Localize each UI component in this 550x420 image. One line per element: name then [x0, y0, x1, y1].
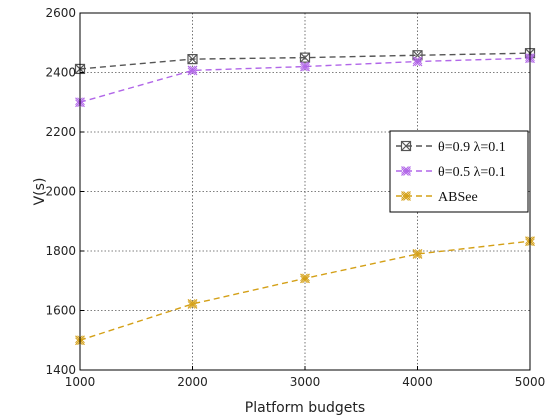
- legend-marker: [401, 166, 411, 176]
- series-2-point: [300, 61, 310, 72]
- y-tick-label: 1600: [45, 304, 76, 318]
- legend: θ=0.9 λ=0.1 θ=0.5 λ=0.1 ABSee: [389, 130, 529, 213]
- series-3-point: [187, 299, 198, 309]
- series-2-point: [412, 56, 423, 67]
- series-3-point: [412, 249, 423, 259]
- y-tick-label: 1400: [45, 363, 76, 377]
- y-tick-label: 1800: [45, 244, 76, 258]
- series-layer: [74, 48, 536, 346]
- series-3-point: [525, 236, 535, 247]
- y-tick-label: 2400: [45, 66, 76, 80]
- x-tick-label: 5000: [515, 375, 546, 389]
- y-axis-title: V(s): [32, 178, 48, 206]
- grid: [80, 13, 530, 370]
- legend-label: ABSee: [438, 190, 478, 205]
- legend-label: θ=0.9 λ=0.1: [438, 140, 506, 155]
- series-1-point: [299, 52, 311, 63]
- y-tick-label: 2600: [45, 6, 76, 20]
- legend-label: θ=0.5 λ=0.1: [438, 165, 506, 180]
- x-tick-label: 4000: [402, 375, 433, 389]
- x-tick-label: 3000: [290, 375, 321, 389]
- legend-box: [389, 130, 529, 213]
- legend-marker: [400, 140, 412, 152]
- x-tick-label: 1000: [65, 375, 96, 389]
- x-axis-title: Platform budgets: [245, 400, 365, 416]
- y-tick-label: 2200: [45, 125, 76, 139]
- y-tick-label: 2000: [45, 185, 76, 199]
- legend-marker: [401, 191, 411, 201]
- tick-layer: 1000 2000 3000 4000 5000 1400 1600 1800 2000 2200…: [45, 6, 545, 389]
- x-tick-label: 2000: [177, 375, 208, 389]
- series-1-point: [187, 54, 198, 65]
- series-2-point: [187, 65, 198, 76]
- series-3-point: [300, 273, 310, 284]
